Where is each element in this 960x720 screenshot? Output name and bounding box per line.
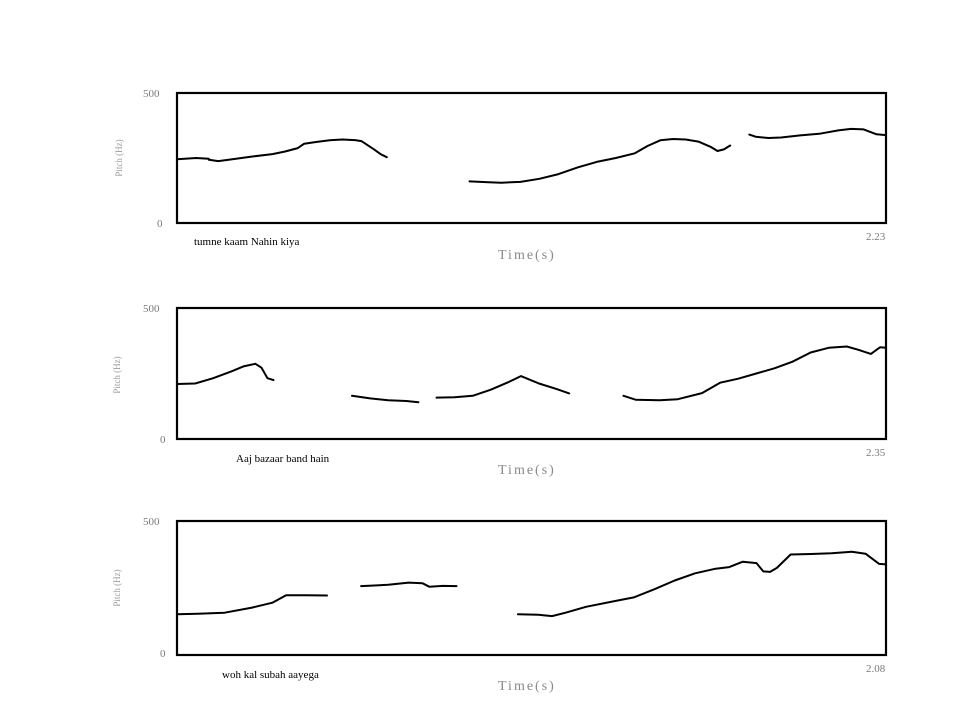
x-end-tick: 2.23 (866, 231, 886, 243)
y-axis-label: Pitch (Hz) (112, 569, 122, 606)
y-tick-top: 500 (143, 516, 160, 528)
pitch-segment-1 (176, 594, 328, 616)
pitch-segment-1 (176, 362, 275, 385)
plot-frame (175, 91, 888, 225)
x-end-tick: 2.08 (866, 663, 886, 675)
x-end-tick: 2.35 (866, 447, 886, 459)
pitch-segment-3 (516, 550, 887, 618)
pitch-segment-2 (468, 138, 732, 184)
plot-frame (175, 306, 888, 441)
utterance-caption: woh kal subah aayega (222, 669, 319, 681)
y-tick-bottom: 0 (157, 218, 163, 230)
pitch-contour (176, 345, 887, 404)
y-tick-bottom: 0 (160, 434, 166, 446)
plot-frame (175, 519, 888, 657)
pitch-segment-4 (622, 345, 887, 402)
x-axis-label: Time(s) (498, 679, 556, 694)
pitch-panel-1: Pitch (Hz) 500 0 tumne kaam Nahin kiya T… (114, 88, 888, 263)
utterance-caption: tumne kaam Nahin kiya (194, 236, 300, 248)
pitch-segment-2 (351, 394, 420, 404)
y-axis-label: Pitch (Hz) (112, 356, 122, 393)
utterance-caption: Aaj bazaar band hain (236, 453, 330, 465)
pitch-panel-2: Pitch (Hz) 500 0 Aaj bazaar band hain Ti… (112, 303, 888, 478)
y-tick-top: 500 (143, 88, 160, 100)
x-axis-label: Time(s) (498, 463, 556, 478)
y-tick-bottom: 0 (160, 648, 166, 660)
pitch-segment-2 (360, 581, 458, 588)
pitch-contour (176, 550, 887, 618)
pitch-segment-3 (748, 127, 887, 139)
y-tick-top: 500 (143, 303, 160, 315)
pitch-contour (176, 127, 887, 184)
y-axis-label: Pitch (Hz) (114, 139, 124, 176)
x-axis-label: Time(s) (498, 248, 556, 263)
pitch-panel-3: Pitch (Hz) 500 0 woh kal subah aayega Ti… (112, 516, 888, 694)
pitch-segment-1 (176, 138, 388, 163)
pitch-segment-3 (435, 375, 571, 399)
